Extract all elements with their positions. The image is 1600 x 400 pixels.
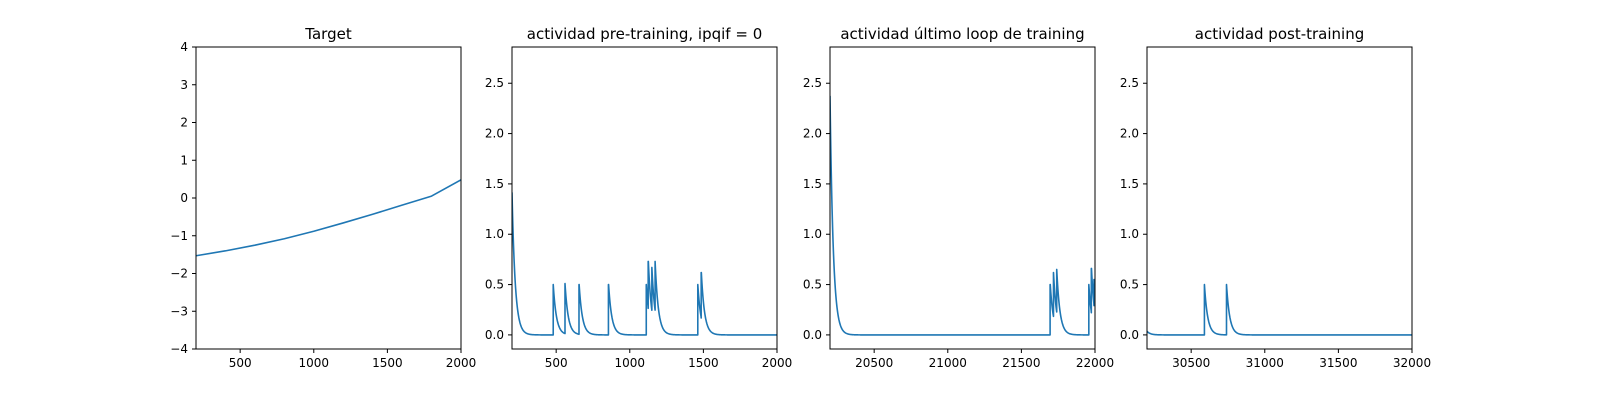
x-tick-label: 1500 <box>372 356 403 370</box>
y-tick-label: 1.5 <box>803 177 822 191</box>
y-tick-label: −1 <box>170 229 188 243</box>
axes-frame <box>511 46 778 350</box>
x-tick-label: 31000 <box>1246 356 1284 370</box>
x-tick-label: 500 <box>229 356 252 370</box>
series-line <box>1147 283 1412 336</box>
x-tick-label: 21000 <box>929 356 967 370</box>
axes-frame <box>195 46 462 350</box>
series-line <box>196 179 461 257</box>
y-tick-label: 1 <box>180 153 188 167</box>
y-tick-label: 1.5 <box>1120 177 1139 191</box>
panel-3: 20500 21000 21500 22000 0.0 0.5 1.0 1.5 2.0 2.5 ac… <box>803 25 1114 370</box>
x-tick-label: 22000 <box>1076 356 1114 370</box>
chart-title: actividad post-training <box>1195 25 1364 43</box>
x-tick-label: 1000 <box>615 356 646 370</box>
series-line <box>512 192 777 336</box>
chart-title: actividad último loop de training <box>840 25 1084 43</box>
y-tick-label: 0 <box>180 191 188 205</box>
x-tick-label: 30500 <box>1172 356 1210 370</box>
y-tick-label: 2.0 <box>1120 127 1139 141</box>
y-tick-label: 1.0 <box>803 227 822 241</box>
y-tick-label: 0.0 <box>803 328 822 342</box>
y-tick-label: 2.5 <box>803 76 822 90</box>
y-tick-label: −4 <box>170 342 188 356</box>
y-tick-label: 2.0 <box>485 127 504 141</box>
x-tick-label: 31500 <box>1319 356 1357 370</box>
panel-2: 500 1000 1500 2000 0.0 0.5 1.0 1.5 2.0 2.5 activid… <box>485 25 792 370</box>
y-tick-label: 0.5 <box>1120 278 1139 292</box>
x-tick-label: 1500 <box>688 356 719 370</box>
y-tick-label: 1.0 <box>1120 227 1139 241</box>
y-tick-label: 2 <box>180 116 188 130</box>
y-tick-label: 1.0 <box>485 227 504 241</box>
x-tick-label: 2000 <box>762 356 793 370</box>
axes-frame <box>1146 46 1413 350</box>
y-tick-label: 1.5 <box>485 177 504 191</box>
y-tick-label: 2.5 <box>485 76 504 90</box>
x-tick-label: 500 <box>545 356 568 370</box>
x-tick-label: 21500 <box>1002 356 1040 370</box>
y-tick-label: 0.5 <box>485 278 504 292</box>
y-tick-label: 0.5 <box>803 278 822 292</box>
y-tick-label: 0.0 <box>1120 328 1139 342</box>
axes-frame <box>829 46 1096 350</box>
y-tick-label: 3 <box>180 78 188 92</box>
series-line <box>830 95 1095 336</box>
panel-1: 500 1000 1500 2000 −4 −3 −2 −1 0 1 2 3 4 Target <box>170 25 476 370</box>
y-tick-label: 0.0 <box>485 328 504 342</box>
chart-title: actividad pre-training, ipqif = 0 <box>527 25 763 43</box>
x-tick-label: 2000 <box>446 356 477 370</box>
x-tick-label: 32000 <box>1393 356 1431 370</box>
y-tick-label: −2 <box>170 267 188 281</box>
panel-4: 30500 31000 31500 32000 0.0 0.5 1.0 1.5 2.0 2.5 ac… <box>1120 25 1431 370</box>
y-tick-label: 2.0 <box>803 127 822 141</box>
x-tick-label: 1000 <box>299 356 330 370</box>
x-tick-label: 20500 <box>855 356 893 370</box>
y-tick-label: 2.5 <box>1120 76 1139 90</box>
chart-title: Target <box>304 25 352 43</box>
y-tick-label: −3 <box>170 304 188 318</box>
y-tick-label: 4 <box>180 40 188 54</box>
